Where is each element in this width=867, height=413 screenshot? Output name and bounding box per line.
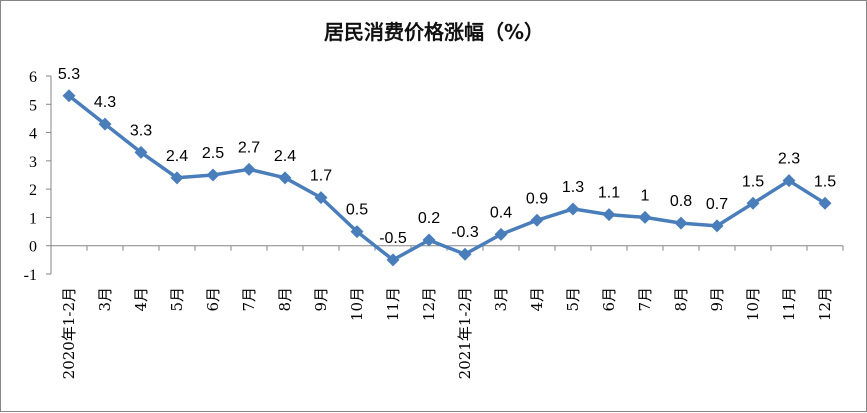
y-tick-label: -1 [24,267,37,284]
x-tick-label: 12月 [816,287,834,321]
data-label: 1 [641,187,650,204]
y-tick-labels: 6 5 4 3 2 1 0 -1 [24,69,37,284]
data-labels: 5.3 4.3 3.3 2.4 2.5 2.7 2.4 1.7 0.5 -0.5 0.2 -0.3 0.… [58,66,836,247]
data-label: 1.5 [742,173,764,190]
data-label: 0.9 [526,190,548,207]
data-point [818,196,832,210]
data-point [710,219,724,233]
x-tick-label: 9月 [708,287,726,312]
data-point [494,227,508,241]
x-tick-label: 11月 [780,287,798,321]
data-label: 0.4 [490,204,512,221]
data-label: 1.7 [310,168,332,185]
x-tick-label: 9月 [312,287,330,312]
data-label: 2.4 [166,148,188,165]
x-tick-label: 10月 [348,287,366,321]
x-tick-label: 3月 [96,287,114,312]
x-tick-label: 10月 [744,287,762,321]
series-layer [62,89,832,267]
data-point [206,168,220,182]
x-tick-label: 6月 [204,287,222,312]
data-label: 0.8 [670,193,692,210]
data-label: 2.4 [274,148,296,165]
x-tick-label: 7月 [636,287,654,312]
data-point [674,216,688,230]
y-tick-label: 6 [29,69,37,86]
data-point [638,210,652,224]
x-tick-label: 2020年1-2月 [60,287,78,379]
data-point [170,171,184,185]
x-tick-label: 8月 [276,287,294,312]
data-point [242,162,256,176]
data-label: 0.5 [346,202,368,219]
x-tick-label: 5月 [564,287,582,312]
y-tick-label: 4 [29,126,37,143]
x-tick-label: 7月 [240,287,258,312]
data-point [278,171,292,185]
data-label: 2.7 [238,139,260,156]
data-label: 3.3 [130,122,152,139]
data-point [98,117,112,131]
data-point [386,253,400,267]
x-tick-label: 12月 [420,287,438,321]
data-label: 2.3 [778,151,800,168]
x-tick-labels: 2020年1-2月 3月 4月 5月 6月 7月 8月 9月 10月 11月 12月 2021年1-2… [60,287,834,379]
data-label: 0.7 [706,196,728,213]
x-tick-label: 4月 [528,287,546,312]
data-label: 1.3 [562,179,584,196]
data-point [422,233,436,247]
data-label: 1.1 [598,185,620,202]
y-tick-label: 2 [29,182,37,199]
chart-title: 居民消费价格涨幅（%） [324,20,544,44]
y-tick-label: 5 [29,97,37,114]
y-tick-label: 1 [29,210,37,227]
data-label: 1.5 [814,173,836,190]
data-label: -0.3 [451,224,479,241]
x-tick-label: 4月 [132,287,150,312]
y-tick-label: 0 [29,239,37,256]
x-tick-label: 11月 [384,287,402,321]
x-tick-label: 6月 [600,287,618,312]
data-label: 4.3 [94,94,116,111]
data-point [314,191,328,205]
data-point [602,208,616,222]
data-point [62,89,76,103]
data-label: 0.2 [418,210,440,227]
x-tick-label: 5月 [168,287,186,312]
data-point [782,174,796,188]
data-label: -0.5 [379,230,407,247]
x-tick-label: 3月 [492,287,510,312]
data-label: 5.3 [58,66,80,83]
y-tick-label: 3 [29,154,37,171]
data-point [458,247,472,261]
x-tick-label: 8月 [672,287,690,312]
x-tick-label: 2021年1-2月 [456,287,474,379]
series-line [67,94,826,262]
data-point [566,202,580,216]
data-point [746,196,760,210]
data-point [530,213,544,227]
data-point [134,145,148,159]
data-point [350,225,364,239]
data-label: 2.5 [202,145,224,162]
